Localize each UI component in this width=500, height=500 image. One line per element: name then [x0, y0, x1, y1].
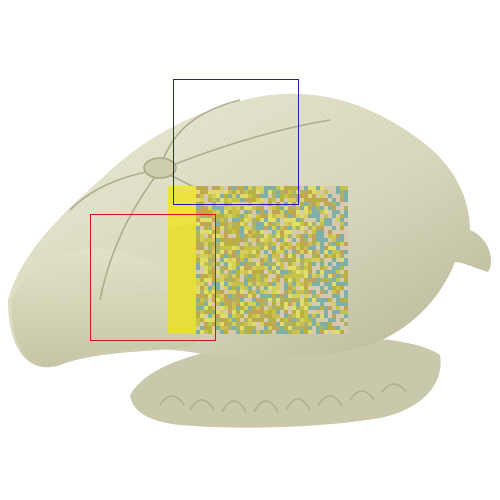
- cap-top-button: [143, 157, 177, 179]
- cap-band-folds: [159, 383, 407, 413]
- cap-back-band: [130, 336, 441, 428]
- noise-patch: [196, 186, 348, 334]
- cap-brim: [11, 249, 205, 368]
- annotation-box-blue: [173, 79, 299, 205]
- annotation-box-red: [90, 214, 216, 341]
- yellow-occlusion-wedge: [168, 186, 205, 228]
